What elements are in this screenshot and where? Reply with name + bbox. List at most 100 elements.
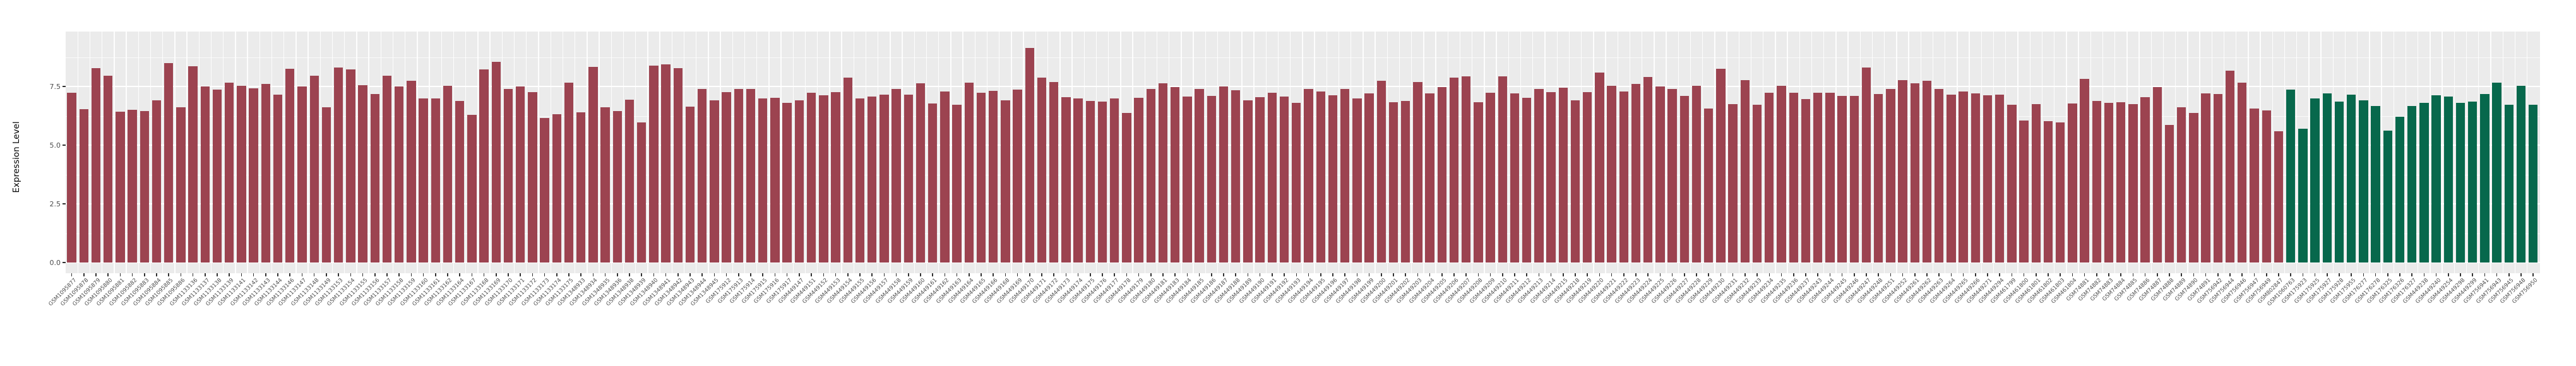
y-tick-mark [63, 86, 66, 87]
gridline-vertical [307, 32, 309, 273]
gridline-vertical [186, 32, 188, 273]
gridline-vertical [1981, 32, 1983, 273]
bar [612, 111, 623, 263]
bar [722, 92, 731, 263]
x-tick-mark [374, 273, 376, 276]
bar [370, 93, 379, 263]
x-tick-mark [1077, 273, 1079, 276]
x-tick-mark [2241, 273, 2243, 276]
gridline-vertical [1083, 32, 1085, 273]
x-tick-mark [2314, 273, 2316, 276]
x-tick-mark [799, 273, 800, 276]
x-tick-mark [1332, 273, 1333, 276]
bar [1752, 105, 1762, 263]
bar [903, 94, 913, 263]
x-tick-mark [1090, 273, 1091, 276]
bar [140, 111, 150, 263]
bar [455, 100, 465, 263]
gridline-vertical [1265, 32, 1267, 273]
x-tick-mark [1138, 273, 1140, 276]
gridline-vertical [2296, 32, 2298, 273]
gridline-vertical [2320, 32, 2322, 273]
gridline-vertical [938, 32, 939, 273]
bar [1498, 76, 1507, 263]
gridline-vertical [1520, 32, 1522, 273]
bar [1922, 81, 1932, 263]
gridline-vertical [804, 32, 806, 273]
bar [2383, 130, 2392, 263]
y-tick-label: 2.5 [49, 199, 61, 208]
x-tick-mark [508, 273, 509, 276]
bar [1073, 98, 1083, 263]
gridline-vertical [331, 32, 333, 273]
x-tick-mark [386, 273, 388, 276]
gridline-vertical [1859, 32, 1861, 273]
x-tick-mark [1829, 273, 1831, 276]
x-tick-mark [1962, 273, 1964, 276]
bar [855, 98, 865, 263]
bar [1134, 97, 1143, 263]
x-tick-mark [1041, 273, 1042, 276]
bar [1158, 83, 1168, 263]
bar [867, 96, 877, 263]
x-tick-mark [495, 273, 497, 276]
gridline-vertical [1398, 32, 1400, 273]
bar [1910, 83, 1919, 263]
x-tick-mark [592, 273, 594, 276]
bar [431, 98, 440, 263]
bar [358, 85, 367, 263]
bar [2140, 97, 2150, 263]
bar [1461, 76, 1471, 263]
bar [1195, 89, 1204, 263]
bar [1437, 87, 1446, 263]
bar [588, 66, 598, 263]
x-tick-mark [1211, 273, 1212, 276]
bar [1110, 98, 1119, 263]
x-tick-mark [459, 273, 460, 276]
x-tick-mark [289, 273, 291, 276]
gridline-vertical [2369, 32, 2370, 273]
gridline-vertical [465, 32, 467, 273]
x-tick-mark [2278, 273, 2279, 276]
gridline-vertical [453, 32, 455, 273]
gridline-vertical [841, 32, 842, 273]
bar [152, 100, 162, 263]
x-tick-mark [544, 273, 546, 276]
x-tick-mark [1259, 273, 1261, 276]
x-tick-mark [580, 273, 581, 276]
x-tick-mark [2084, 273, 2085, 276]
x-tick-mark [1005, 273, 1006, 276]
bar [1001, 100, 1010, 263]
bar [1146, 89, 1156, 263]
bar [1607, 86, 1616, 263]
x-tick-mark [1768, 273, 1770, 276]
x-tick-mark [568, 273, 569, 276]
bar [746, 89, 756, 263]
x-tick-mark [1368, 273, 1370, 276]
bar [1340, 89, 1350, 263]
y-tick-label: 0.0 [49, 258, 61, 267]
bar [1643, 76, 1653, 263]
bar [1959, 92, 1968, 263]
x-tick-mark [653, 273, 655, 276]
bar [1243, 100, 1253, 263]
bar [915, 83, 926, 263]
x-tick-mark [993, 273, 994, 276]
x-tick-mark [1950, 273, 1952, 276]
bar [491, 61, 501, 263]
gridline-vertical [513, 32, 515, 273]
gridline-vertical [1374, 32, 1376, 273]
bar [1570, 100, 1580, 263]
x-tick-mark [398, 273, 400, 276]
bar [1097, 101, 1107, 263]
gridline-vertical [1799, 32, 1800, 273]
gridline-vertical [2005, 32, 2007, 273]
bar [2431, 95, 2441, 263]
bar [212, 89, 222, 263]
x-tick-mark [1599, 273, 1601, 276]
bar [1825, 93, 1835, 263]
bar [2467, 101, 2478, 263]
y-tick-mark [63, 203, 66, 204]
x-tick-mark [2132, 273, 2134, 276]
x-tick-mark [1756, 273, 1758, 276]
